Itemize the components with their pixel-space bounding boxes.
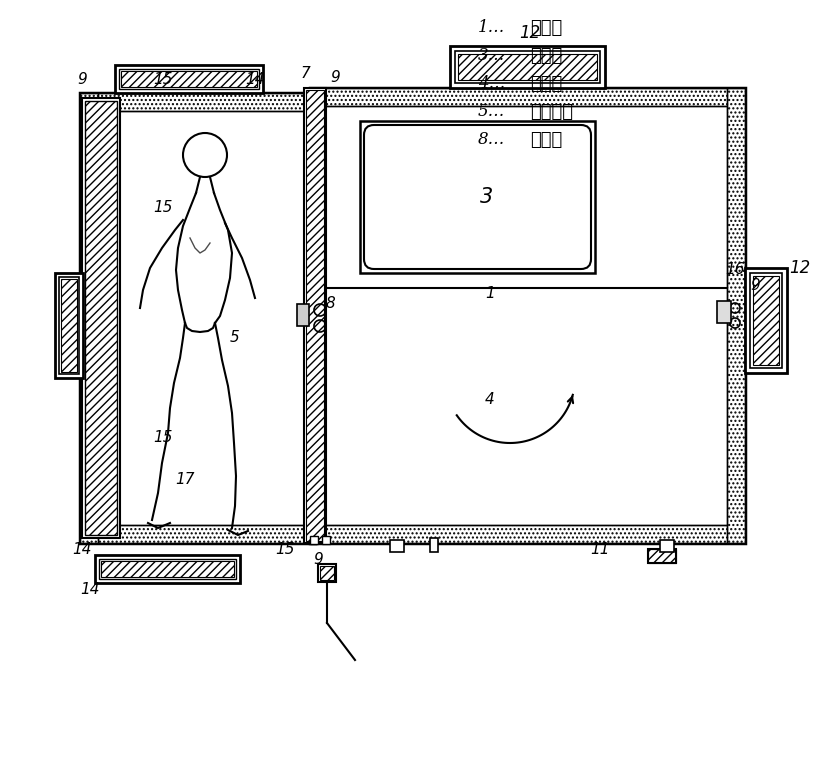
Bar: [717, 301, 731, 323]
Text: 8…: 8…: [478, 131, 505, 148]
Text: 1: 1: [485, 286, 495, 300]
Bar: [310, 88, 745, 106]
Bar: [310, 88, 745, 106]
Bar: [121, 71, 257, 87]
Bar: [745, 268, 787, 373]
Text: 16: 16: [725, 263, 745, 277]
Bar: [648, 549, 676, 563]
Text: 15: 15: [154, 431, 172, 445]
Bar: [318, 564, 336, 582]
Text: 4…: 4…: [478, 75, 505, 92]
Text: 3…: 3…: [478, 48, 505, 65]
Text: ド　ア: ド ア: [530, 131, 562, 149]
Bar: [310, 536, 318, 544]
Bar: [360, 121, 595, 273]
Text: 5…: 5…: [478, 104, 505, 121]
Bar: [80, 93, 315, 543]
Text: 9: 9: [313, 552, 323, 568]
Text: 浴　室: 浴 室: [530, 19, 562, 37]
Text: 15: 15: [275, 542, 295, 558]
Text: 4: 4: [485, 392, 495, 408]
Bar: [390, 540, 404, 552]
Bar: [82, 98, 120, 538]
Text: 3: 3: [480, 187, 493, 207]
Text: サウナ室: サウナ室: [530, 103, 573, 121]
Bar: [306, 90, 324, 541]
Bar: [455, 51, 600, 83]
Text: 12: 12: [789, 259, 810, 277]
Bar: [648, 549, 676, 563]
Bar: [59, 277, 79, 374]
Text: 9: 9: [77, 72, 87, 88]
Bar: [304, 88, 326, 543]
Text: 14: 14: [72, 542, 92, 558]
Text: 7: 7: [300, 65, 310, 81]
Bar: [99, 559, 236, 579]
Text: 1…: 1…: [478, 19, 505, 37]
Bar: [310, 525, 745, 543]
Bar: [119, 69, 259, 89]
Bar: [320, 566, 334, 580]
Text: 浴　槽: 浴 槽: [530, 47, 562, 65]
Bar: [310, 525, 745, 543]
Bar: [297, 304, 309, 326]
Text: 15: 15: [154, 72, 172, 88]
Text: 9: 9: [330, 71, 340, 85]
Bar: [80, 525, 315, 543]
Bar: [430, 538, 438, 552]
Bar: [55, 273, 83, 378]
Bar: [85, 101, 117, 535]
Bar: [310, 88, 745, 543]
Text: 5: 5: [230, 330, 240, 346]
Bar: [750, 273, 782, 368]
Text: 14: 14: [245, 72, 264, 88]
Text: 17: 17: [175, 472, 195, 488]
Bar: [660, 540, 674, 552]
Text: 8: 8: [325, 296, 335, 310]
Text: 15: 15: [154, 200, 172, 216]
Bar: [115, 65, 263, 93]
Text: 14: 14: [80, 582, 99, 598]
Bar: [95, 555, 240, 583]
Text: 洗い場: 洗い場: [530, 75, 562, 93]
Text: 11: 11: [590, 542, 610, 558]
Bar: [101, 561, 234, 577]
Bar: [727, 88, 745, 543]
Bar: [80, 93, 98, 543]
Bar: [80, 93, 98, 543]
Text: 9: 9: [750, 279, 760, 293]
Bar: [458, 54, 597, 80]
Bar: [727, 88, 745, 543]
Bar: [80, 93, 315, 111]
Bar: [80, 525, 315, 543]
Bar: [450, 46, 605, 88]
Bar: [80, 93, 315, 111]
Bar: [322, 536, 330, 544]
Bar: [61, 279, 77, 372]
Text: 12: 12: [520, 24, 540, 42]
Bar: [753, 276, 779, 365]
